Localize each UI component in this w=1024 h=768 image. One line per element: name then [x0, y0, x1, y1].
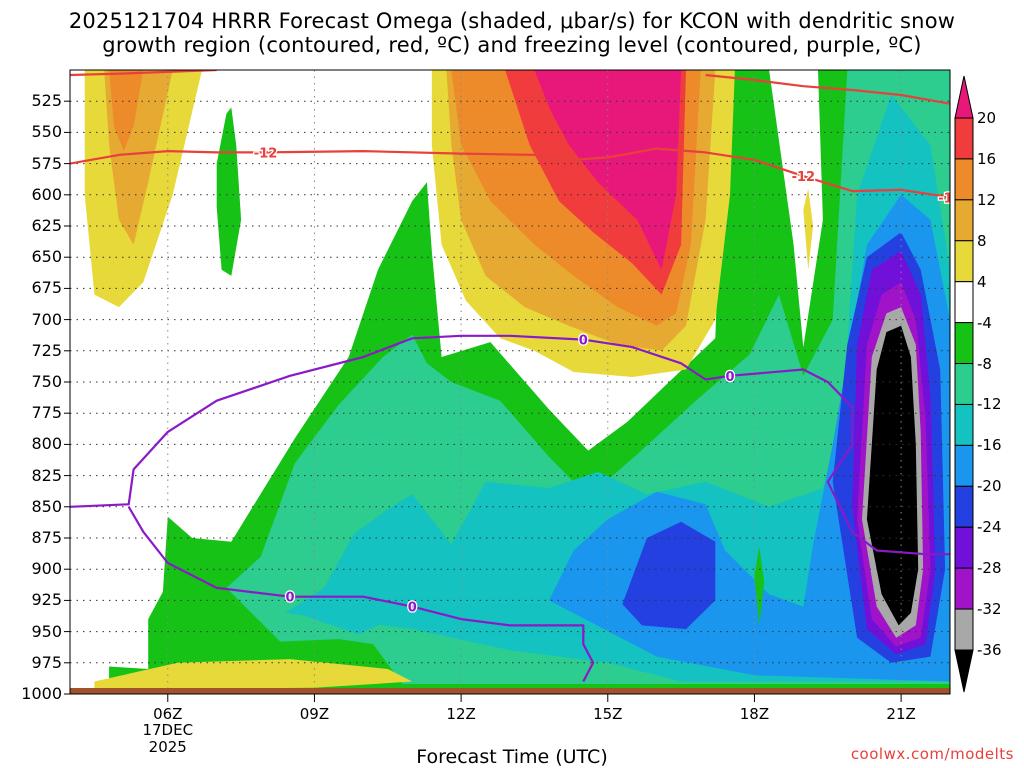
colorbar-cell	[954, 322, 974, 365]
x-tick-label: 12Z	[446, 705, 476, 723]
y-tick-label: 750	[31, 372, 62, 391]
colorbar-label: -20	[977, 477, 1002, 496]
y-tick-label: 550	[31, 122, 62, 142]
y-tick-label: 925	[31, 590, 62, 610]
y-tick-label: 675	[31, 278, 62, 298]
y-tick-label: 650	[31, 247, 62, 267]
contour-label: -12	[792, 170, 816, 185]
x-tick-label: 06Z	[153, 705, 183, 723]
colorbar-cell	[954, 526, 974, 569]
plot-area: -12 -12 -12 0 0 0 0	[70, 70, 962, 694]
colorbar-cell	[954, 75, 974, 119]
contour-label: -12	[938, 191, 962, 206]
source-credit: coolwx.com/modelts	[850, 745, 1014, 763]
x-tick-label: 21Z	[886, 705, 916, 723]
x-tick-label: 18Z	[739, 705, 770, 723]
colorbar-label: -24	[977, 518, 1002, 537]
x-tick-label: 15Z	[593, 705, 623, 723]
y-tick-label: 975	[31, 652, 62, 672]
y-tick-label: 700	[31, 309, 62, 329]
omega-band-neg4-lobe	[216, 107, 242, 276]
y-tick-label: 800	[31, 434, 62, 454]
colorbar-cell	[954, 444, 974, 487]
date-label-line: 2025	[148, 738, 187, 756]
colorbar-cell	[954, 403, 974, 446]
colorbar	[954, 75, 974, 693]
y-tick-label: 900	[31, 559, 62, 579]
contour-line	[127, 506, 595, 683]
contour-line	[70, 334, 950, 556]
omega-band-neg12-left	[294, 519, 403, 635]
y-tick-label: 575	[31, 153, 62, 173]
colorbar-label: -16	[977, 436, 1002, 455]
colorbar-label: -8	[977, 354, 992, 373]
colorbar-label: 20	[977, 109, 997, 127]
colorbar-label: -28	[977, 559, 1002, 578]
contour-label: -12	[254, 146, 278, 161]
colorbar-cell	[954, 240, 974, 283]
x-axis-title: Forecast Time (UTC)	[416, 746, 608, 768]
colorbar-cell	[954, 117, 974, 160]
colorbar-label: 4	[977, 272, 987, 291]
omega-band-pos4-surface	[94, 659, 413, 692]
colorbar-label: -12	[977, 395, 1002, 414]
y-tick-label: 775	[31, 403, 62, 423]
ground-strip	[70, 688, 950, 694]
colorbar-label: -36	[977, 641, 1002, 659]
omega-band-neg4-thin	[754, 546, 765, 626]
x-axis-date-label: 17DEC 2025	[128, 722, 208, 756]
y-tick-label: 600	[31, 184, 62, 204]
colorbar-cell	[954, 485, 974, 528]
omega-band-neg20	[622, 521, 716, 630]
y-tick-label: 525	[31, 91, 62, 111]
y-tick-label: 1000	[21, 684, 62, 703]
omega-band-pos20-mid	[534, 70, 682, 270]
colorbar-label: 8	[977, 231, 987, 250]
colorbar-label: 16	[977, 149, 997, 168]
plot-frame	[69, 69, 951, 695]
contour-line	[70, 147, 950, 199]
contour-label: 0	[285, 591, 294, 606]
axis-ticks	[64, 100, 902, 702]
contour-label: 0	[579, 334, 588, 349]
contour-label: 0	[408, 601, 417, 616]
colorbar-cell	[954, 199, 974, 242]
colorbar-label: 12	[977, 190, 997, 209]
colorbar-cell	[954, 363, 974, 405]
colorbar-label: -32	[977, 600, 1002, 619]
contour-line	[70, 70, 217, 77]
colorbar-cell	[954, 281, 974, 324]
contour-label: 0	[725, 370, 734, 385]
x-tick-label: 09Z	[299, 705, 330, 723]
omega-band-pos4-sliver	[803, 188, 814, 270]
y-tick-label: 725	[31, 340, 62, 360]
colorbar-cell	[954, 649, 974, 693]
chart-title-line-2: growth region (contoured, red, ºC) and f…	[102, 33, 922, 57]
omega-band-neg12	[285, 95, 950, 682]
y-tick-label: 625	[31, 216, 62, 235]
y-tick-label: 825	[31, 465, 62, 485]
colorbar-cell	[954, 158, 974, 201]
y-tick-label: 850	[31, 496, 62, 516]
colorbar-label: -4	[977, 313, 992, 332]
chart-title-line-1: 2025121704 HRRR Forecast Omega (shaded, …	[68, 9, 956, 33]
omega-band-pos12-left	[109, 70, 144, 152]
colorbar-cell	[954, 608, 974, 651]
y-tick-label: 950	[31, 621, 62, 641]
contour-line	[705, 73, 950, 105]
colorbar-cell	[954, 567, 974, 610]
date-label-line: 17DEC	[142, 721, 194, 739]
y-tick-label: 875	[31, 528, 62, 547]
